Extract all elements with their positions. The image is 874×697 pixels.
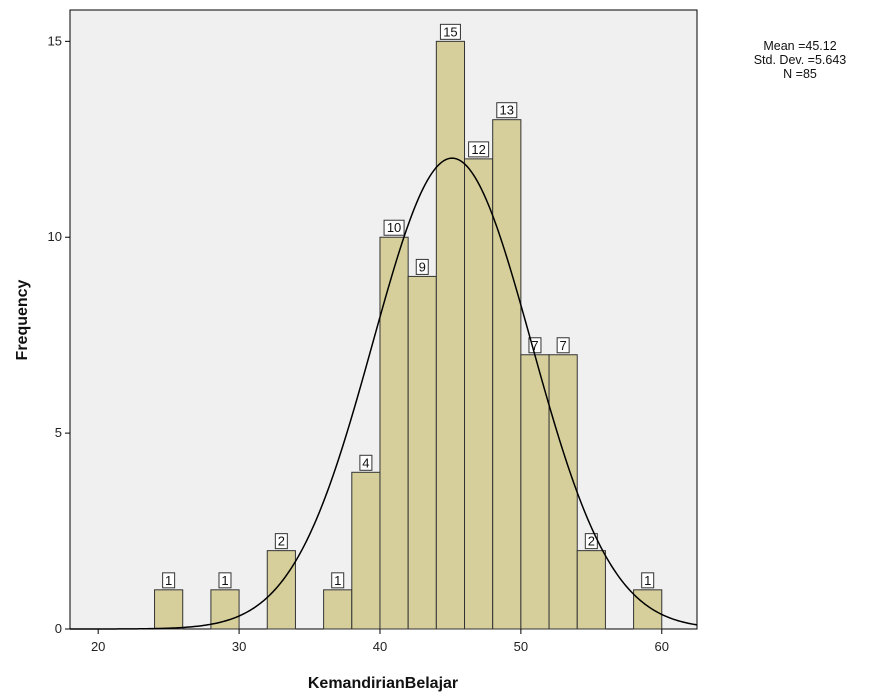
x-tick-label: 60 xyxy=(655,639,669,654)
y-axis-title: Frequency xyxy=(14,279,31,360)
histogram-bar xyxy=(633,589,663,630)
bar-value-box xyxy=(162,572,176,589)
bar-value-label: 1 xyxy=(331,572,345,589)
histogram-bar xyxy=(379,236,409,630)
y-tick-label: 15 xyxy=(48,33,62,48)
bar-value-box xyxy=(641,572,655,589)
stat-mean: Mean =45.12 xyxy=(763,39,836,53)
bar-value-box xyxy=(359,454,373,471)
normal-curve xyxy=(69,157,698,630)
bar-value-text: 2 xyxy=(278,534,285,549)
histogram-bar xyxy=(576,550,606,630)
histogram-bar xyxy=(323,589,353,630)
bar-value-label: 15 xyxy=(439,23,461,40)
histogram-bar xyxy=(351,471,381,630)
bar-value-text: 2 xyxy=(588,534,595,549)
stat-n: N =85 xyxy=(783,67,817,81)
x-axis: 20 30 40 50 60 xyxy=(91,629,669,654)
histogram-bar xyxy=(154,589,184,630)
bar-value-text: 4 xyxy=(362,455,369,470)
bar-value-box xyxy=(383,219,405,236)
bar-value-text: 1 xyxy=(644,573,651,588)
histogram-bar xyxy=(435,40,466,630)
bar-value-text: 10 xyxy=(387,220,401,235)
bar-value-text: 13 xyxy=(500,103,514,118)
bar-value-label: 13 xyxy=(496,102,518,119)
bar-value-box xyxy=(439,23,461,40)
bar-value-label: 4 xyxy=(359,454,373,471)
bar-value-label: 2 xyxy=(274,533,288,550)
bar-value-box xyxy=(496,102,518,119)
histogram-bar xyxy=(492,119,522,630)
x-tick-label: 50 xyxy=(514,639,528,654)
bar-value-text: 15 xyxy=(443,24,457,39)
bar-value-box xyxy=(218,572,232,589)
bar-value-label: 7 xyxy=(556,337,570,354)
stat-std-dev: Std. Dev. =5.643 xyxy=(754,53,847,67)
histogram-bar xyxy=(520,354,550,630)
y-tick-label: 5 xyxy=(55,425,62,440)
x-tick-label: 40 xyxy=(373,639,387,654)
bar-value-box xyxy=(468,141,490,158)
histogram-bar xyxy=(548,354,578,630)
histogram-bar xyxy=(266,550,296,630)
histogram-bar xyxy=(407,275,437,630)
bar-value-text: 1 xyxy=(221,573,228,588)
bar-value-label: 9 xyxy=(415,258,429,275)
bar-value-box xyxy=(415,258,429,275)
bar-value-text: 9 xyxy=(419,259,426,274)
x-axis-title: KemandirianBelajar xyxy=(308,675,458,692)
bar-value-box xyxy=(556,337,570,354)
bar-value-label: 1 xyxy=(218,572,232,589)
x-tick-label: 30 xyxy=(232,639,246,654)
bar-value-text: 1 xyxy=(334,573,341,588)
x-tick-label: 20 xyxy=(91,639,105,654)
y-tick-label: 0 xyxy=(55,621,62,636)
bar-value-text: 7 xyxy=(531,338,538,353)
bar-value-box xyxy=(331,572,345,589)
bar-value-label: 10 xyxy=(383,219,405,236)
y-axis: 0 5 10 15 xyxy=(48,33,70,636)
histogram-bar xyxy=(464,158,494,630)
bar-value-label: 1 xyxy=(162,572,176,589)
bar-value-label: 12 xyxy=(468,141,490,158)
stats-box: Mean =45.12 Std. Dev. =5.643 N =85 xyxy=(754,39,847,81)
y-tick-label: 10 xyxy=(48,229,62,244)
bar-value-text: 12 xyxy=(471,142,485,157)
bar-value-text: 1 xyxy=(165,573,172,588)
bar-value-text: 7 xyxy=(560,338,567,353)
bar-value-box xyxy=(274,533,288,550)
histogram-bar xyxy=(210,589,240,630)
bar-value-label: 1 xyxy=(641,572,655,589)
